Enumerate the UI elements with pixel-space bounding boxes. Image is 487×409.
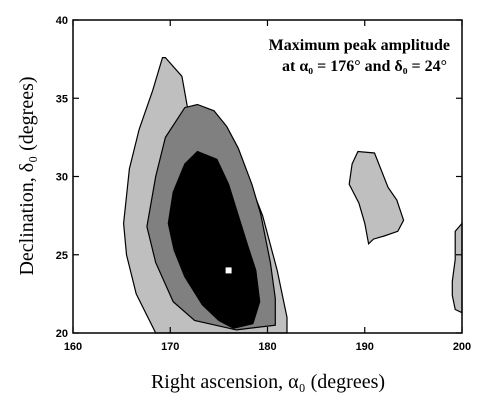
x-tick-label: 170 <box>161 341 179 353</box>
y-axis-title: Declination, δ₀ (degrees) <box>16 76 38 275</box>
tick-labels: 160 170 180 190 200 20 25 30 35 40 <box>56 15 471 353</box>
y-tick-label: 30 <box>56 172 68 184</box>
x-axis-title: Right ascension, α₀ (degrees) <box>151 371 385 393</box>
peak-marker <box>225 267 232 274</box>
y-tick-label: 25 <box>56 250 68 262</box>
y-tick-label: 40 <box>56 15 68 27</box>
axes <box>72 19 463 334</box>
contour-level-1-region-2 <box>451 221 463 314</box>
x-tick-label: 180 <box>258 341 276 353</box>
x-tick-label: 200 <box>453 341 471 353</box>
annotation-line-1: Maximum peak amplitude <box>269 37 450 54</box>
contour-level-3-region-4 <box>167 150 261 329</box>
contour-level-1-region-1 <box>348 150 405 246</box>
y-tick-label: 35 <box>56 93 68 105</box>
x-tick-label: 190 <box>356 341 374 353</box>
x-tick-label: 160 <box>64 341 82 353</box>
y-tick-label: 20 <box>56 328 68 340</box>
contour-regions <box>122 56 463 334</box>
annotation-line-2: at α₀ = 176° and δ₀ = 24° <box>282 58 447 75</box>
